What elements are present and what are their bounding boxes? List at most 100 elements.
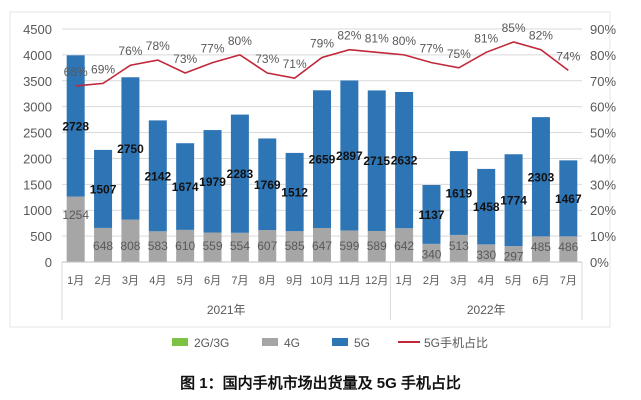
bar-5g — [148, 120, 167, 232]
bar-4g — [449, 234, 468, 262]
data-label-4g: 513 — [449, 239, 469, 253]
bar-5g — [121, 77, 140, 220]
y2-tick-label: 40% — [590, 151, 616, 166]
bar-4g — [203, 232, 222, 262]
bar-4g — [66, 196, 85, 262]
y-tick-label: 4000 — [23, 48, 52, 63]
bar-5g — [258, 138, 277, 231]
chart: 0 500 1000 1500 2000 2500 3000 3500 4000 4500 0% 10… — [9, 11, 616, 350]
data-label-5g-share: 77% — [419, 42, 443, 56]
y2-tick-label: 50% — [590, 126, 616, 141]
data-label-5g-share: 80% — [228, 34, 252, 48]
y2-tick-label: 70% — [590, 74, 616, 89]
bar-4g — [285, 231, 304, 262]
x-tick-label: 10月 — [310, 275, 333, 287]
bar-5g — [504, 154, 523, 247]
chart-frame — [9, 11, 611, 328]
bar-4g — [148, 231, 167, 262]
data-label-5g-share: 80% — [392, 34, 416, 48]
x-tick-label: 9月 — [286, 275, 303, 287]
data-label-5g: 1769 — [254, 178, 281, 192]
data-label-4g: 648 — [93, 239, 113, 253]
data-label-4g: 486 — [558, 240, 578, 254]
y2-tick-label: 30% — [590, 177, 616, 192]
data-label-5g: 1137 — [418, 208, 444, 222]
bar-4g — [258, 230, 277, 262]
data-label-5g: 2303 — [528, 170, 555, 184]
y-tick-label: 2500 — [23, 126, 52, 141]
bar-4g — [176, 229, 195, 262]
bar-5g — [367, 90, 386, 231]
data-label-4g: 647 — [312, 239, 332, 253]
data-label-5g: 2750 — [117, 142, 144, 156]
bar-5g — [230, 114, 249, 233]
x-tick-label: 6月 — [532, 275, 549, 287]
x-tick-label: 7月 — [231, 275, 248, 287]
x-tick-label: 4月 — [149, 275, 166, 287]
y-tick-label: 3000 — [23, 100, 52, 115]
data-label-5g: 2897 — [336, 149, 363, 163]
bar-5g — [285, 152, 304, 232]
data-label-4g: 1254 — [62, 208, 89, 222]
bar-4g — [94, 227, 113, 262]
data-label-5g-share: 82% — [529, 29, 553, 43]
x-tick-label: 3月 — [450, 275, 467, 287]
data-label-5g-share: 77% — [201, 42, 225, 56]
y-tick-label: 500 — [30, 229, 52, 244]
data-label-5g-share: 75% — [447, 47, 471, 61]
bar-4g — [504, 246, 523, 262]
x-tick-label: 3月 — [122, 275, 139, 287]
legend-label: 2G/3G — [194, 336, 229, 350]
data-label-5g: 1774 — [500, 194, 527, 208]
bar-5g — [559, 160, 578, 237]
bar-5g — [203, 130, 222, 233]
data-label-4g: 589 — [367, 239, 387, 253]
data-label-5g: 1512 — [281, 186, 308, 200]
bar-5g — [94, 149, 113, 228]
legend-label: 5G — [354, 336, 370, 350]
x-tick-label: 7月 — [560, 275, 577, 287]
year-group-label: 2021年 — [207, 303, 246, 317]
bar-4g — [395, 228, 414, 262]
data-label-5g-share: 68% — [64, 65, 88, 79]
data-label-4g: 585 — [285, 239, 305, 253]
figure-caption: 图 1：国内手机市场出货量及 5G 手机占比 — [180, 375, 461, 392]
data-label-5g-share: 81% — [474, 31, 498, 45]
data-label-5g: 2632 — [391, 154, 418, 168]
year-group-label: 2022年 — [467, 303, 506, 317]
data-label-5g-share: 73% — [173, 52, 197, 66]
bar-5g — [531, 117, 550, 237]
y-tick-label: 1500 — [23, 177, 52, 192]
data-label-5g: 1458 — [473, 200, 500, 214]
y2-tick-label: 60% — [590, 100, 616, 115]
data-label-5g-share: 74% — [556, 49, 580, 63]
data-label-4g: 808 — [120, 239, 140, 253]
y2-tick-label: 80% — [590, 48, 616, 63]
bar-4g — [531, 236, 550, 262]
y-tick-label: 1000 — [23, 203, 52, 218]
y2-tick-label: 90% — [590, 22, 616, 37]
data-label-5g-share: 69% — [91, 62, 115, 76]
x-tick-label: 8月 — [259, 275, 276, 287]
x-tick-label: 4月 — [478, 275, 495, 287]
data-label-5g-share: 82% — [337, 29, 361, 43]
legend-label: 5G手机占比 — [424, 335, 488, 350]
data-label-4g: 340 — [421, 247, 441, 261]
y2-tick-label: 20% — [590, 203, 616, 218]
x-tick-label: 6月 — [204, 275, 221, 287]
bar-5g — [66, 55, 85, 197]
bar-5g — [422, 185, 441, 244]
bar-4g — [340, 230, 359, 262]
data-label-4g: 583 — [148, 239, 168, 253]
data-label-5g-share: 76% — [118, 44, 142, 58]
legend-label: 4G — [284, 336, 300, 350]
data-label-5g: 2659 — [309, 153, 336, 167]
bar-5g — [449, 151, 468, 235]
x-tick-label: 11月 — [338, 275, 360, 287]
x-tick-label: 12月 — [365, 275, 388, 287]
data-label-4g: 607 — [257, 239, 277, 253]
data-label-5g: 2142 — [144, 169, 171, 183]
data-label-5g: 2715 — [363, 154, 390, 168]
bar-4g — [422, 243, 441, 262]
x-tick-label: 1月 — [67, 275, 84, 287]
